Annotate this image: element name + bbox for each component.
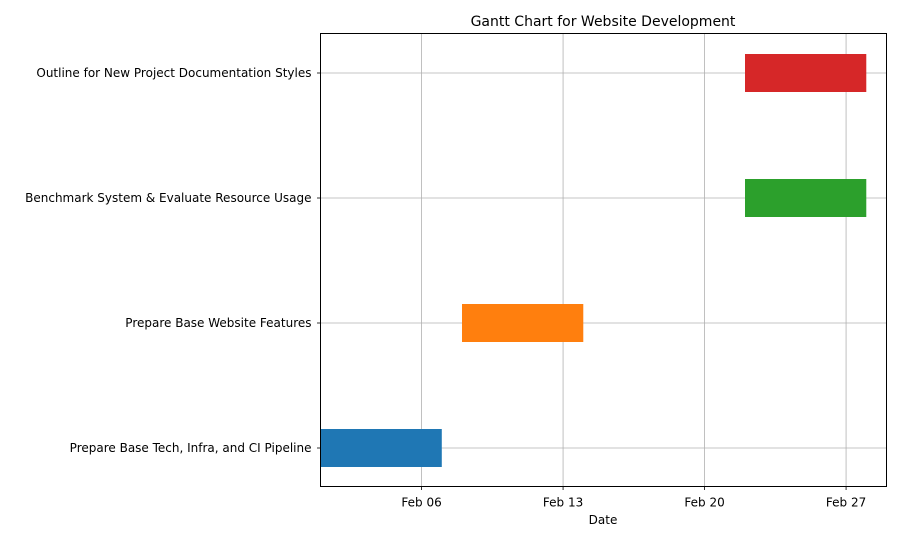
y-tick-label: Prepare Base Website Features (125, 316, 311, 330)
task-bar (745, 179, 867, 217)
x-tick-label: Feb 20 (684, 496, 724, 510)
x-tick-label: Feb 06 (401, 496, 441, 510)
x-tick-label: Feb 27 (826, 496, 866, 510)
x-axis-label: Date (589, 513, 618, 527)
task-bar (462, 304, 584, 342)
grid-layer (320, 33, 887, 487)
bars-layer (320, 54, 867, 467)
y-tick-label: Benchmark System & Evaluate Resource Usa… (25, 191, 311, 205)
x-tick-label: Feb 13 (543, 496, 583, 510)
task-bar (745, 54, 867, 92)
y-tick-label: Prepare Base Tech, Infra, and CI Pipelin… (70, 441, 312, 455)
chart-title: Gantt Chart for Website Development (471, 14, 736, 30)
plot-frame (320, 33, 887, 487)
task-bar (320, 429, 442, 467)
y-tick-label: Outline for New Project Documentation St… (36, 66, 311, 80)
ticks-layer: Prepare Base Tech, Infra, and CI Pipelin… (25, 66, 866, 510)
